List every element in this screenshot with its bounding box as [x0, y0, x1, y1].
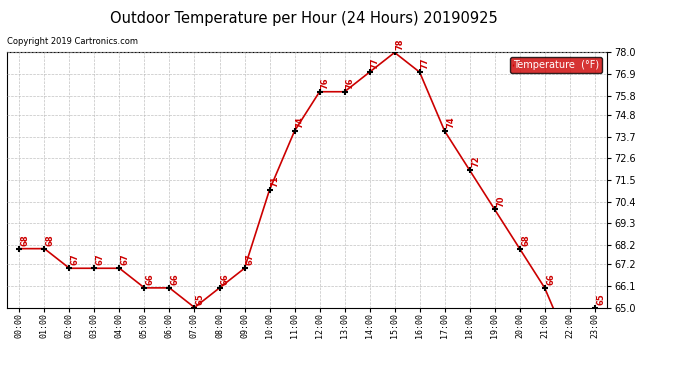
- Text: 77: 77: [421, 58, 430, 69]
- Text: 76: 76: [321, 77, 330, 89]
- Legend: Temperature  (°F): Temperature (°F): [511, 57, 602, 73]
- Text: 76: 76: [346, 77, 355, 89]
- Text: 77: 77: [371, 58, 380, 69]
- Text: 70: 70: [496, 195, 505, 207]
- Text: 71: 71: [271, 176, 280, 187]
- Text: 66: 66: [546, 273, 555, 285]
- Text: 66: 66: [146, 273, 155, 285]
- Text: 67: 67: [121, 254, 130, 266]
- Text: 67: 67: [246, 254, 255, 266]
- Text: Outdoor Temperature per Hour (24 Hours) 20190925: Outdoor Temperature per Hour (24 Hours) …: [110, 11, 497, 26]
- Text: 67: 67: [71, 254, 80, 266]
- Text: 65: 65: [596, 293, 605, 305]
- Text: 74: 74: [446, 117, 455, 128]
- Text: 68: 68: [46, 234, 55, 246]
- Text: 66: 66: [221, 273, 230, 285]
- Text: 72: 72: [471, 156, 480, 167]
- Text: 67: 67: [96, 254, 105, 266]
- Text: 66: 66: [171, 273, 180, 285]
- Text: 63: 63: [0, 374, 1, 375]
- Text: 78: 78: [396, 38, 405, 50]
- Text: Copyright 2019 Cartronics.com: Copyright 2019 Cartronics.com: [7, 38, 138, 46]
- Text: 74: 74: [296, 117, 305, 128]
- Text: 68: 68: [21, 234, 30, 246]
- Text: 68: 68: [521, 234, 530, 246]
- Text: 65: 65: [196, 293, 205, 305]
